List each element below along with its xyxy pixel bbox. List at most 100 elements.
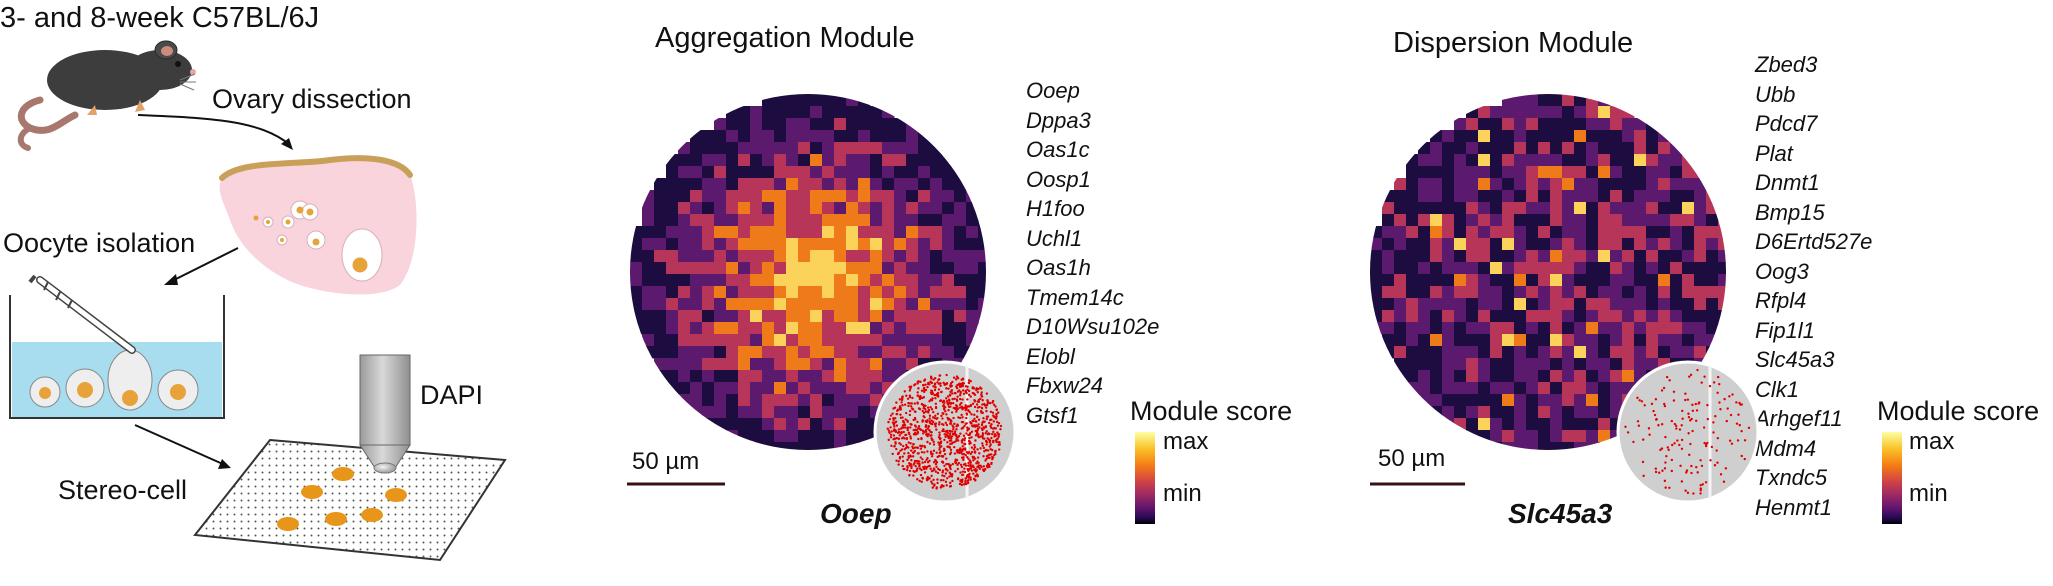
- heatmap-cell: [726, 214, 739, 227]
- heatmap-cell: [1682, 226, 1695, 239]
- heatmap-cell: [1526, 94, 1539, 107]
- heatmap-cell: [858, 274, 871, 287]
- expression-dot: [964, 462, 967, 466]
- heatmap-cell: [1562, 430, 1575, 443]
- expression-dot: [916, 394, 919, 397]
- expression-dot: [988, 439, 992, 443]
- heatmap-cell: [1418, 310, 1431, 323]
- heatmap-cell: [858, 442, 871, 450]
- expression-dot: [932, 449, 936, 452]
- expression-dot: [927, 411, 930, 414]
- expression-dot: [951, 424, 954, 427]
- expression-dot: [1691, 409, 1695, 412]
- heatmap-cell: [1562, 370, 1575, 383]
- expression-dot: [1643, 404, 1646, 407]
- heatmap-cell: [858, 202, 871, 215]
- heatmap-cell: [1694, 178, 1707, 191]
- expression-dot: [934, 470, 938, 473]
- heatmap-cell: [714, 346, 727, 359]
- heatmap-cell: [1586, 190, 1599, 203]
- heatmap-cell: [954, 226, 967, 239]
- expression-dot: [936, 391, 940, 395]
- heatmap-cell: [1670, 202, 1683, 215]
- expression-dot: [1665, 375, 1669, 379]
- heatmap-cell: [834, 202, 847, 215]
- expression-dot: [962, 456, 965, 459]
- heatmap-cell: [1562, 178, 1575, 191]
- heatmap-cell: [654, 262, 667, 275]
- heatmap-cell: [1634, 118, 1647, 131]
- expression-dot: [916, 391, 919, 394]
- heatmap-cell: [1418, 226, 1431, 239]
- expression-dot: [980, 391, 983, 394]
- heatmap-cell: [978, 310, 986, 323]
- heatmap-cell: [846, 118, 859, 131]
- expression-dot: [1660, 423, 1664, 426]
- heatmap-cell: [1466, 226, 1479, 239]
- heatmap-cell: [642, 226, 655, 239]
- heatmap-cell: [870, 394, 883, 407]
- heatmap-cell: [1406, 334, 1419, 347]
- expression-dot: [970, 469, 974, 472]
- expression-dot: [949, 437, 953, 440]
- heatmap-cell: [1634, 286, 1647, 299]
- expression-dot: [950, 411, 954, 414]
- heatmap-cell: [1646, 346, 1659, 359]
- heatmap-cell: [1406, 250, 1419, 263]
- heatmap-cell: [1526, 418, 1539, 431]
- expression-dot: [990, 436, 993, 440]
- heatmap-cell: [1490, 418, 1503, 431]
- expression-dot: [967, 461, 970, 465]
- heatmap-cell: [870, 166, 883, 179]
- heatmap-cell: [702, 334, 715, 347]
- heatmap-cell: [906, 250, 919, 263]
- heatmap-cell: [702, 286, 715, 299]
- heatmap-cell: [630, 238, 643, 251]
- gene-item: Gtsf1: [1026, 402, 1079, 428]
- expression-dot: [931, 438, 934, 441]
- heatmap-cell: [1598, 166, 1611, 179]
- expression-dot: [948, 466, 952, 469]
- heatmap-cell: [1574, 298, 1587, 311]
- expression-dot: [985, 415, 989, 418]
- expression-dot: [1679, 464, 1682, 468]
- heatmap-cell: [1694, 166, 1707, 179]
- expression-dot: [1637, 424, 1641, 427]
- heatmap-cell: [1526, 298, 1539, 311]
- heatmap-cell: [1514, 394, 1527, 407]
- heatmap-cell: [858, 406, 871, 419]
- heatmap-cell: [870, 130, 883, 143]
- heatmap-cell: [738, 358, 751, 371]
- expression-dot: [917, 380, 920, 383]
- expression-dot: [959, 382, 963, 386]
- heatmap-cell: [1694, 214, 1707, 227]
- heatmap-cell: [690, 142, 703, 155]
- expression-dot: [986, 437, 989, 440]
- expression-dot: [922, 467, 926, 471]
- expression-dot: [986, 400, 990, 403]
- heatmap-cell: [762, 334, 775, 347]
- heatmap-cell: [1430, 262, 1443, 275]
- heatmap-cell: [882, 334, 895, 347]
- heatmap-cell: [750, 226, 763, 239]
- heatmap-cell: [1502, 382, 1515, 395]
- heatmap-cell: [954, 286, 967, 299]
- heatmap-cell: [1682, 190, 1695, 203]
- heatmap-cell: [846, 310, 859, 323]
- heatmap-cell: [726, 190, 739, 203]
- expression-dot: [903, 423, 907, 427]
- heatmap-cell: [774, 418, 787, 431]
- heatmap-cell: [750, 394, 763, 407]
- heatmap-cell: [1418, 166, 1431, 179]
- expression-dot: [945, 373, 948, 377]
- heatmap-cell: [642, 250, 655, 263]
- heatmap-cell: [846, 94, 859, 107]
- heatmap-cell: [978, 298, 986, 311]
- ovary-icon: [219, 155, 417, 295]
- expression-dot: [933, 376, 937, 380]
- expression-dot: [930, 408, 934, 411]
- expression-dot: [1715, 449, 1718, 452]
- expression-dot: [908, 385, 911, 389]
- heatmap-cell: [1430, 322, 1443, 335]
- heatmap-cell: [798, 322, 811, 335]
